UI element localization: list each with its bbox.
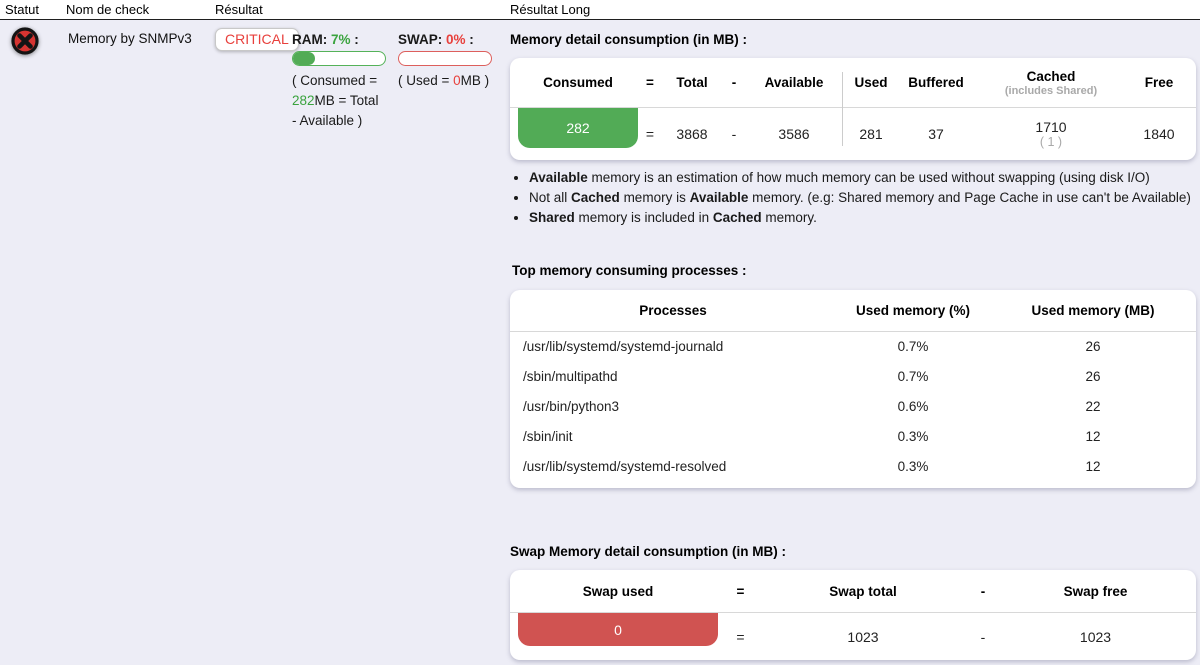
memory-table-data-row: 282 = 3868 - 3586 281 37 1710 ( 1 ) 1840 xyxy=(510,107,1196,160)
cached-value: 1710 ( 1 ) xyxy=(1035,119,1067,149)
ram-progress-bar xyxy=(292,51,386,66)
header-minus: - xyxy=(980,583,986,599)
process-pct: 0.3% xyxy=(897,458,929,474)
cached-shared-value: ( 1 ) xyxy=(1039,135,1063,149)
swap-table-title: Swap Memory detail consumption (in MB) : xyxy=(510,544,787,559)
column-header-result: Résultat xyxy=(215,2,263,17)
header-free: Free xyxy=(1144,75,1174,90)
header-used: Used xyxy=(854,75,888,90)
note-shared: Shared memory is included in Cached memo… xyxy=(529,208,1200,228)
process-name: /usr/lib/systemd/systemd-resolved xyxy=(523,458,727,474)
header-equals: = xyxy=(646,75,654,90)
process-name: /usr/lib/systemd/systemd-journald xyxy=(523,339,724,354)
minus-value: - xyxy=(980,628,986,645)
header-total: Total xyxy=(676,75,708,90)
ram-progress-fill xyxy=(293,52,315,65)
memory-detail-card: Consumed = Total - Available Used Buffer… xyxy=(510,58,1196,160)
buffered-value: 37 xyxy=(928,126,944,142)
process-row: /usr/lib/systemd/systemd-journald 0.7% 2… xyxy=(510,331,1196,361)
minus-value: - xyxy=(731,126,737,142)
process-mb: 26 xyxy=(1085,339,1101,354)
free-value: 1840 xyxy=(1143,126,1175,142)
process-pct: 0.3% xyxy=(897,428,929,444)
column-header-check-name: Nom de check xyxy=(66,2,150,17)
swap-label: SWAP: 0% : xyxy=(398,32,474,47)
swap-used-value-cell: 0 xyxy=(518,613,718,646)
process-name: /sbin/multipathd xyxy=(523,368,618,384)
ram-caption: ( Consumed = 282MB = Total - Available ) xyxy=(292,73,379,128)
ram-label: RAM: 7% : xyxy=(292,32,359,47)
column-header-statut: Statut xyxy=(5,2,39,17)
header-processes: Processes xyxy=(639,303,707,318)
process-row: /usr/bin/python3 0.6% 22 xyxy=(510,391,1196,421)
header-available: Available xyxy=(764,75,824,90)
table-header-bar: Statut Nom de check Résultat Résultat Lo… xyxy=(0,0,1200,20)
process-mb: 12 xyxy=(1085,428,1101,444)
swap-header-row: Swap used = Swap total - Swap free xyxy=(510,570,1196,612)
memory-notes: Available memory is an estimation of how… xyxy=(512,168,1200,228)
swap-total-value: 1023 xyxy=(847,628,879,645)
processes-card: Processes Used memory (%) Used memory (M… xyxy=(510,290,1196,488)
memory-table-header-row: Consumed = Total - Available Used Buffer… xyxy=(510,58,1196,107)
process-name: /sbin/init xyxy=(523,428,573,444)
swap-progress-bar xyxy=(398,51,492,66)
process-row: /sbin/init 0.3% 12 xyxy=(510,421,1196,451)
process-mb: 12 xyxy=(1085,458,1101,474)
status-badge: CRITICAL xyxy=(215,28,299,51)
column-divider xyxy=(842,72,843,146)
processes-header-row: Processes Used memory (%) Used memory (M… xyxy=(510,290,1196,331)
equals-value: = xyxy=(736,628,745,645)
swap-gauge: SWAP: 0% : ( Used = 0MB ) xyxy=(398,32,500,91)
process-row: /usr/lib/systemd/systemd-resolved 0.3% 1… xyxy=(510,451,1196,481)
header-equals: = xyxy=(736,583,745,599)
note-available: Available memory is an estimation of how… xyxy=(529,168,1200,188)
memory-table-title: Memory detail consumption (in MB) : xyxy=(510,32,748,47)
process-pct: 0.7% xyxy=(897,339,929,354)
header-cached: Cached (includes Shared) xyxy=(1004,68,1098,97)
process-pct: 0.6% xyxy=(897,398,929,414)
ram-gauge: RAM: 7% : ( Consumed = 282MB = Total - A… xyxy=(292,32,394,131)
processes-table-title: Top memory consuming processes : xyxy=(512,263,747,278)
process-name: /usr/bin/python3 xyxy=(523,398,620,414)
header-swap-total: Swap total xyxy=(829,583,897,599)
process-pct: 0.7% xyxy=(897,368,929,384)
check-name: Memory by SNMPv3 xyxy=(68,31,192,46)
header-cached-subtitle: (includes Shared) xyxy=(1004,84,1098,97)
consumed-value-cell: 282 xyxy=(518,108,638,148)
header-consumed: Consumed xyxy=(543,75,613,90)
equals-value: = xyxy=(645,126,655,142)
available-value: 3586 xyxy=(778,126,810,142)
process-mb: 22 xyxy=(1085,398,1101,414)
used-value: 281 xyxy=(859,126,883,142)
swap-data-row: 0 = 1023 - 1023 xyxy=(510,612,1196,660)
header-swap-free: Swap free xyxy=(1063,583,1128,599)
note-cached: Not all Cached memory is Available memor… xyxy=(529,188,1200,208)
header-swap-used: Swap used xyxy=(582,583,654,599)
header-minus: - xyxy=(731,75,737,90)
header-buffered: Buffered xyxy=(908,75,964,90)
header-used-memory-pct: Used memory (%) xyxy=(855,303,971,318)
swap-detail-card: Swap used = Swap total - Swap free 0 = 1… xyxy=(510,570,1196,660)
swap-caption: ( Used = 0MB ) xyxy=(398,73,490,88)
swap-free-value: 1023 xyxy=(1079,628,1112,645)
header-used-memory-mb: Used memory (MB) xyxy=(1031,303,1155,318)
critical-cross-icon[interactable] xyxy=(11,27,39,55)
process-row: /sbin/multipathd 0.7% 26 xyxy=(510,361,1196,391)
total-value: 3868 xyxy=(676,126,708,142)
process-mb: 26 xyxy=(1085,368,1101,384)
column-header-long-result: Résultat Long xyxy=(510,2,591,17)
